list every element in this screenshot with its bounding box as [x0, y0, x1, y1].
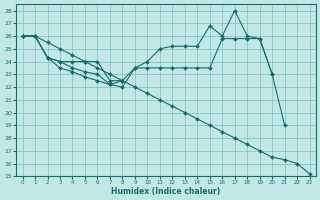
X-axis label: Humidex (Indice chaleur): Humidex (Indice chaleur)	[111, 187, 221, 196]
